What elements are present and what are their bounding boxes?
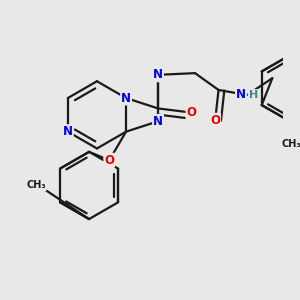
- Text: O: O: [104, 154, 114, 167]
- Text: CH₃: CH₃: [281, 139, 300, 149]
- Text: H: H: [249, 90, 258, 100]
- Text: O: O: [210, 114, 220, 127]
- Text: N: N: [121, 92, 131, 104]
- Text: N: N: [153, 68, 163, 81]
- Text: N: N: [63, 125, 73, 138]
- Text: CH₃: CH₃: [27, 180, 46, 190]
- Text: O: O: [186, 106, 197, 119]
- Text: N: N: [153, 115, 163, 128]
- Text: N: N: [236, 88, 246, 101]
